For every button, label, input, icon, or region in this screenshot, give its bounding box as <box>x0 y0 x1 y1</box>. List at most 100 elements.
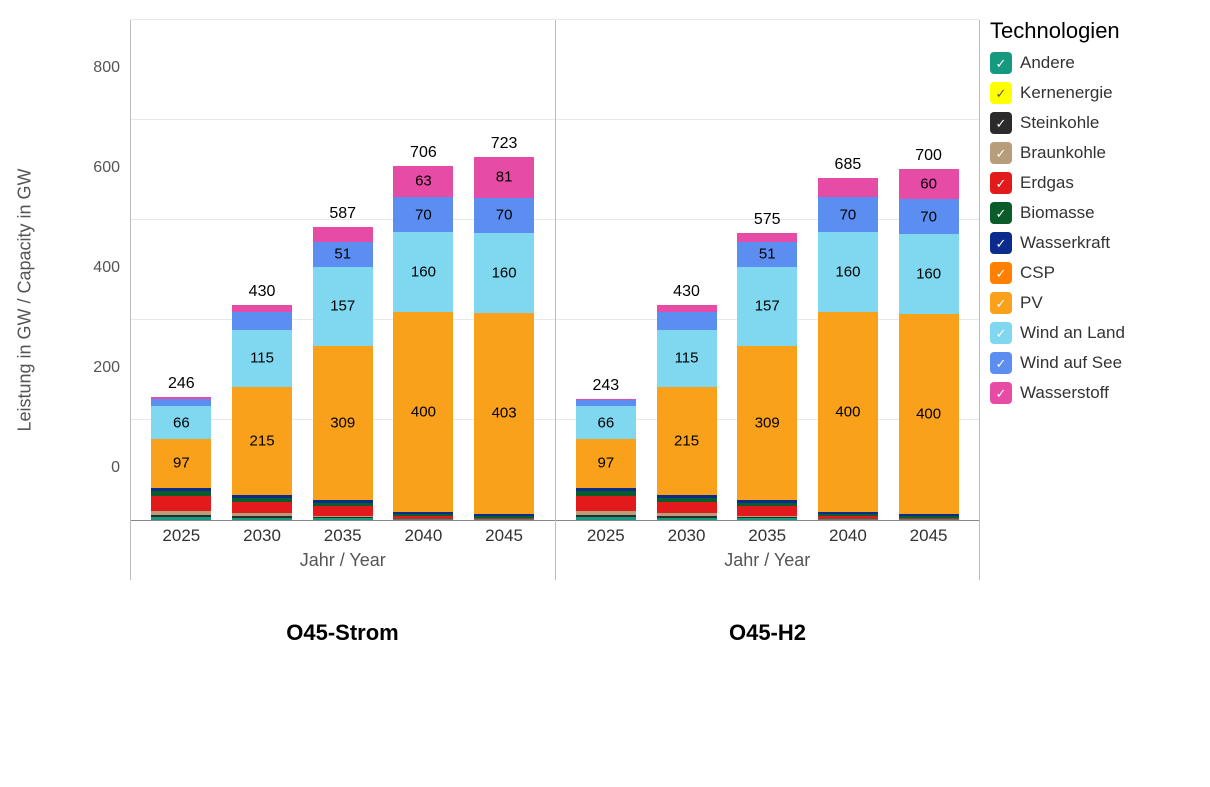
segment-value-label: 157 <box>737 298 797 315</box>
bar-segment-erdgas <box>232 502 292 513</box>
panel-title-1: O45-H2 <box>555 620 980 646</box>
legend-swatch: ✓ <box>990 82 1012 104</box>
legend-item-steinkohle[interactable]: ✓Steinkohle <box>990 112 1190 134</box>
legend: Technologien ✓Andere✓Kernenergie✓Steinko… <box>990 18 1190 412</box>
segment-value-label: 70 <box>393 206 453 223</box>
bar-segment-wind_land: 160 <box>818 232 878 312</box>
segment-value-label: 115 <box>232 350 292 367</box>
bar-segment-pv: 400 <box>818 312 878 512</box>
segment-value-label: 70 <box>474 207 534 224</box>
check-icon: ✓ <box>996 177 1007 190</box>
bar-total-label: 587 <box>313 205 373 227</box>
check-icon: ✓ <box>996 147 1007 160</box>
bar-segment-wasserstoff: 63 <box>393 166 453 198</box>
legend-item-erdgas[interactable]: ✓ Erdgas <box>990 172 1190 194</box>
bar-segment-biomasse <box>393 514 453 516</box>
legend-swatch: ✓ <box>990 322 1012 344</box>
check-icon: ✓ <box>996 357 1007 370</box>
bar-total-label: 706 <box>393 144 453 166</box>
bar-segment-erdgas <box>899 518 959 519</box>
legend-swatch: ✓ <box>990 232 1012 254</box>
legend-label: Wind an Land <box>1020 323 1125 343</box>
legend-label: Wasserkraft <box>1020 233 1110 253</box>
bar: 30915751587 <box>313 227 373 521</box>
legend-item-wasserkraft[interactable]: ✓ Wasserkraft <box>990 232 1190 254</box>
bar-segment-wind_see: 70 <box>899 199 959 234</box>
bar-segment-wasserstoff: 81 <box>474 157 534 198</box>
y-tick: 200 <box>80 359 120 377</box>
legend-item-kernenergie[interactable]: ✓ Kernenergie <box>990 82 1190 104</box>
bar-segment-wasserkraft <box>232 495 292 498</box>
segment-value-label: 66 <box>576 414 636 431</box>
bars-container: 9766246215115430309157515874001607063706… <box>131 20 555 520</box>
check-icon: ✓ <box>996 297 1007 310</box>
x-tick: 2045 <box>474 526 534 546</box>
legend-item-pv[interactable]: ✓PV <box>990 292 1190 314</box>
bar-total-label: 700 <box>899 147 959 169</box>
legend-label: Wind auf See <box>1020 353 1122 373</box>
x-axis: 20252030203520402045Jahr / Year <box>556 520 980 580</box>
bar-segment-wind_land: 66 <box>576 406 636 439</box>
y-axis: 02004006008001000 <box>80 20 120 520</box>
bar-segment-pv: 309 <box>313 346 373 501</box>
bar: 30915751575 <box>737 233 797 521</box>
bar-segment-wasserstoff <box>576 399 636 400</box>
bar: 215115430 <box>657 305 717 520</box>
legend-item-braunkohle[interactable]: ✓Braunkohle <box>990 142 1190 164</box>
bar-total-label: 430 <box>232 283 292 305</box>
legend-label: Biomasse <box>1020 203 1095 223</box>
bar-segment-wind_see: 51 <box>313 242 373 268</box>
segment-value-label: 70 <box>818 206 878 223</box>
legend-item-wind_see[interactable]: ✓ Wind auf See <box>990 352 1190 374</box>
bar-segment-biomasse <box>576 491 636 496</box>
legend-item-csp[interactable]: ✓CSP <box>990 262 1190 284</box>
legend-label: Andere <box>1020 53 1075 73</box>
bar-segment-erdgas <box>657 502 717 513</box>
bar-segment-wind_see <box>151 399 211 406</box>
bar-segment-wind_land: 160 <box>474 233 534 313</box>
bar-segment-pv: 400 <box>393 312 453 512</box>
segment-value-label: 160 <box>818 264 878 281</box>
segment-value-label: 400 <box>818 404 878 421</box>
segment-value-label: 215 <box>657 432 717 449</box>
x-tick: 2025 <box>151 526 211 546</box>
plot-area: 9766246215115430309157515874001607063706… <box>131 20 555 521</box>
bar-total-label: 243 <box>576 377 636 399</box>
legend-swatch: ✓ <box>990 112 1012 134</box>
bar-segment-wasserkraft <box>576 488 636 491</box>
segment-value-label: 51 <box>313 246 373 263</box>
legend-item-biomasse[interactable]: ✓Biomasse <box>990 202 1190 224</box>
bar-segment-biomasse <box>151 491 211 496</box>
legend-item-wasserstoff[interactable]: ✓Wasserstoff <box>990 382 1190 404</box>
bar-segment-biomasse <box>737 503 797 506</box>
bar-segment-erdgas <box>737 506 797 516</box>
x-ticks: 20252030203520402045 <box>131 520 555 546</box>
legend-label: Kernenergie <box>1020 83 1113 103</box>
segment-value-label: 157 <box>313 298 373 315</box>
legend-label: CSP <box>1020 263 1055 283</box>
bar-segment-wind_see <box>657 312 717 330</box>
x-axis-label: Jahr / Year <box>556 550 980 571</box>
legend-item-wind_land[interactable]: ✓ Wind an Land <box>990 322 1190 344</box>
bar-segment-wind_land: 160 <box>393 232 453 312</box>
bar-segment-erdgas <box>474 518 534 519</box>
legend-swatch: ✓ <box>990 172 1012 194</box>
bar-segment-braunkohle <box>737 516 797 518</box>
bar-segment-wind_see <box>576 399 636 406</box>
check-icon: ✓ <box>996 117 1007 130</box>
segment-value-label: 403 <box>474 405 534 422</box>
segment-value-label: 60 <box>899 176 959 193</box>
bar-total-label: 723 <box>474 135 534 157</box>
bar-segment-steinkohle <box>657 516 717 518</box>
chart-area: Leistung in GW / Capacity in GW 02004006… <box>60 20 980 580</box>
segment-value-label: 97 <box>576 455 636 472</box>
legend-item-andere[interactable]: ✓ Andere <box>990 52 1190 74</box>
bar-segment-pv: 403 <box>474 313 534 515</box>
bar-segment-pv: 215 <box>232 387 292 495</box>
segment-value-label: 160 <box>474 264 534 281</box>
legend-label: Erdgas <box>1020 173 1074 193</box>
bar-segment-wasserstoff <box>313 227 373 242</box>
segment-value-label: 215 <box>232 432 292 449</box>
bar: 40016070685 <box>818 178 878 521</box>
check-icon: ✓ <box>996 57 1007 70</box>
